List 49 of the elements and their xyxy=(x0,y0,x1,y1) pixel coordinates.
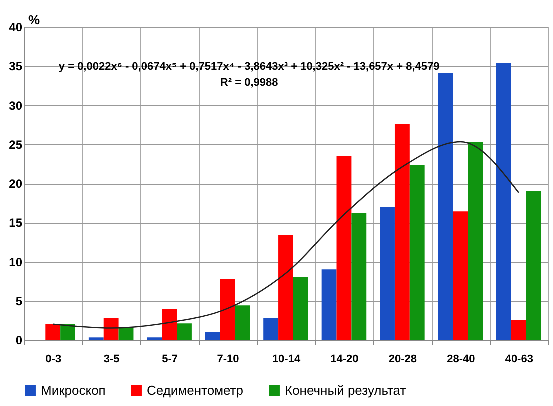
x-tick-label: 14-20 xyxy=(330,354,359,366)
y-tick-label: 10 xyxy=(9,255,23,270)
y-tick-label: 35 xyxy=(9,60,23,74)
x-tick-label: 5-7 xyxy=(162,354,178,366)
annotation: y = 0,0022x⁶ - 0,0674x⁵ + 0,7517x⁴ - 3,8643x³ + 10,325x² - 13,657x + 8,4579 xyxy=(58,61,440,73)
annotation: R² = 0,9988 xyxy=(220,77,278,89)
bar xyxy=(380,206,395,340)
bar xyxy=(410,166,425,340)
y-tick-label: 25 xyxy=(9,138,23,152)
bar xyxy=(278,235,294,340)
bar xyxy=(322,270,337,340)
legend-label: Конечный результат xyxy=(285,382,406,398)
y-tick-label: 40 xyxy=(9,20,23,34)
bar xyxy=(394,124,410,340)
bar xyxy=(220,278,236,340)
bar xyxy=(352,213,367,340)
bar xyxy=(264,318,279,340)
x-tick-label: 3-5 xyxy=(104,354,120,366)
x-tick-label: 10-14 xyxy=(272,354,302,366)
bar xyxy=(293,277,308,340)
bar xyxy=(162,309,178,340)
x-tick-label: 7-10 xyxy=(217,354,240,366)
bar xyxy=(453,212,468,340)
bar xyxy=(438,73,454,340)
bar xyxy=(177,324,192,340)
bar xyxy=(205,332,220,340)
legend-label: Седиментометр xyxy=(147,382,244,398)
x-tick-label: 0-3 xyxy=(46,354,62,366)
x-tick-label: 28-40 xyxy=(447,354,476,366)
bar xyxy=(60,324,76,340)
x-tick-label: 20-28 xyxy=(388,354,418,366)
legend-label: Микроскоп xyxy=(41,382,106,398)
bar xyxy=(496,62,512,340)
bar xyxy=(235,306,250,340)
y-axis-title: % xyxy=(28,12,40,28)
y-tick-label: 0 xyxy=(16,334,23,348)
bar xyxy=(46,324,61,340)
bar xyxy=(468,142,484,340)
y-tick-label: 30 xyxy=(9,98,23,113)
bar xyxy=(118,327,134,340)
bar xyxy=(104,318,119,340)
y-tick-label: 15 xyxy=(9,216,23,230)
bar xyxy=(336,156,352,340)
line-series xyxy=(52,141,520,329)
y-tick-label: 5 xyxy=(16,294,23,308)
x-tick-label: 40-63 xyxy=(505,354,534,366)
bar xyxy=(526,191,542,340)
bar xyxy=(511,320,526,340)
y-tick-label: 20 xyxy=(9,177,23,191)
